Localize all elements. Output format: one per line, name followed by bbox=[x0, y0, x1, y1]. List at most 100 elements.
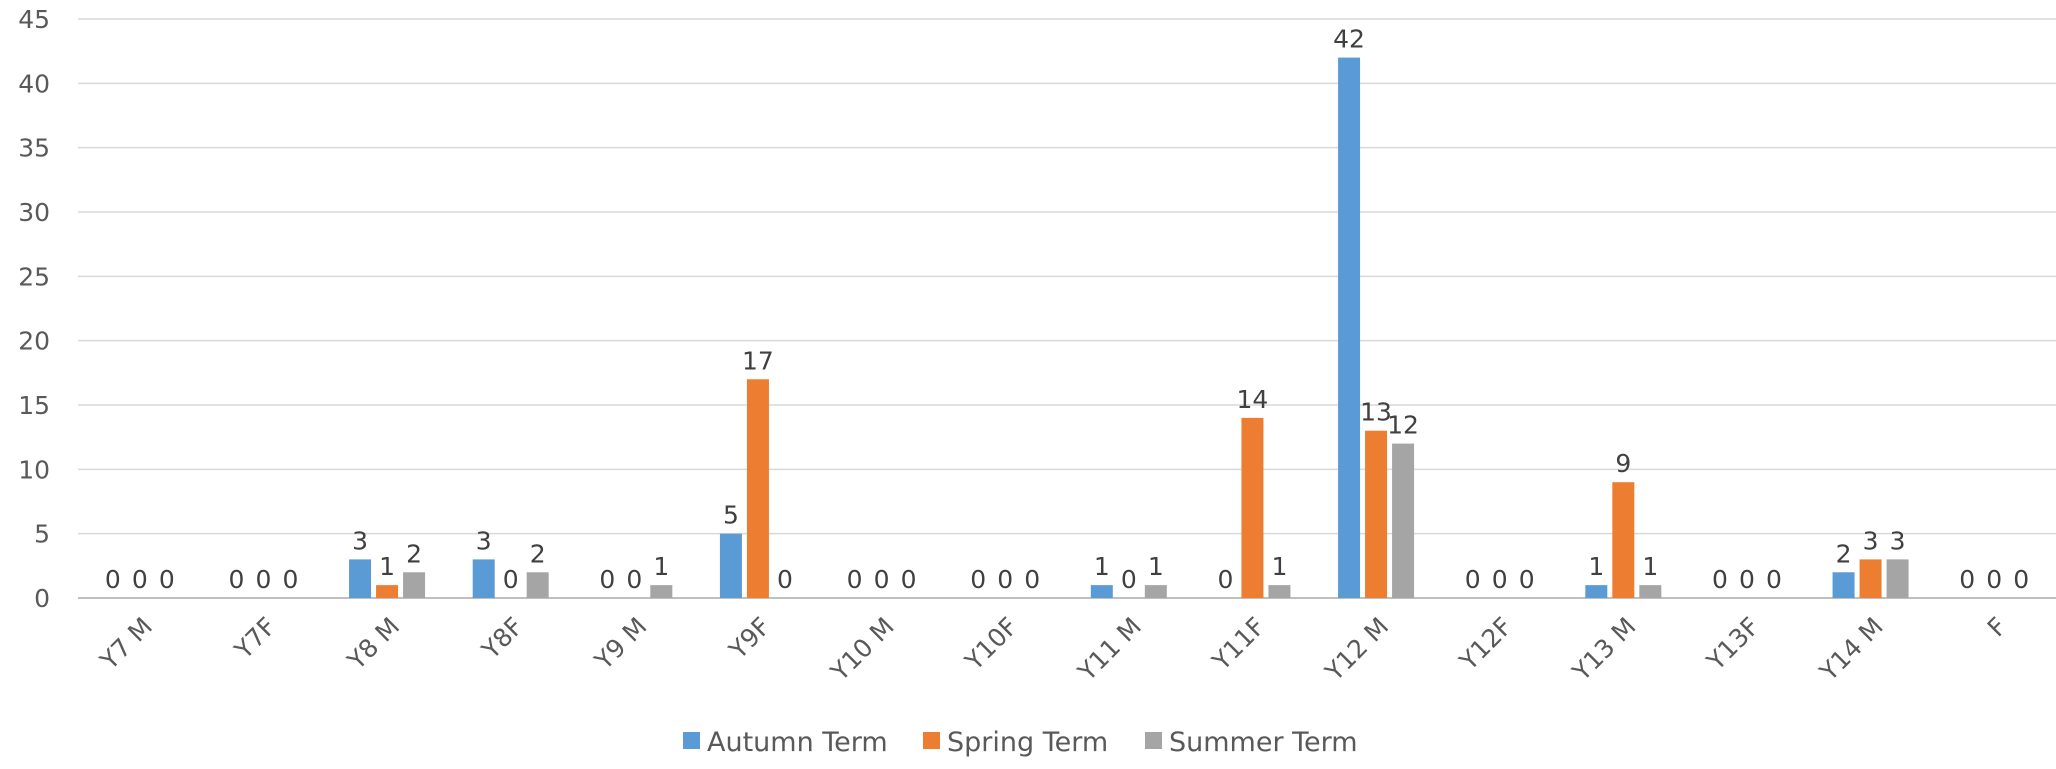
bar bbox=[349, 559, 372, 598]
data-label: 17 bbox=[742, 346, 774, 375]
x-tick-label: Y12F bbox=[1453, 612, 1518, 677]
data-label: 9 bbox=[1615, 449, 1631, 478]
y-axis-ticks: 0 5 10 15 20 25 30 35 40 45 bbox=[18, 5, 50, 613]
x-axis-ticks: Y7 M Y7F Y8 M Y8F Y9 M Y9F Y10 M Y10F Y11 M Y11F Y… bbox=[94, 612, 2013, 687]
data-label: 5 bbox=[723, 501, 739, 530]
data-label: 1 bbox=[1148, 552, 1164, 581]
data-label: 0 bbox=[159, 565, 175, 594]
data-label: 0 bbox=[599, 565, 615, 594]
bar bbox=[376, 585, 399, 598]
data-label: 1 bbox=[653, 552, 669, 581]
x-tick-label: Y9F bbox=[723, 612, 776, 665]
bar bbox=[403, 572, 426, 598]
data-label: 0 bbox=[1217, 565, 1233, 594]
bar bbox=[719, 533, 742, 598]
data-label: 14 bbox=[1237, 385, 1269, 414]
data-label: 0 bbox=[1739, 565, 1755, 594]
data-label: 3 bbox=[352, 526, 368, 555]
x-tick-label: Y7 M bbox=[94, 612, 158, 676]
bar bbox=[1832, 572, 1855, 598]
x-tick-label: Y10F bbox=[959, 612, 1024, 677]
data-label: 0 bbox=[105, 565, 121, 594]
x-tick-label: Y8 M bbox=[341, 612, 405, 676]
data-label: 0 bbox=[874, 565, 890, 594]
data-label: 2 bbox=[1836, 539, 1852, 568]
bar bbox=[1268, 585, 1291, 598]
bar bbox=[472, 559, 495, 598]
x-tick-label: Y12 M bbox=[1319, 612, 1394, 687]
data-label: 0 bbox=[777, 565, 793, 594]
bar bbox=[1241, 417, 1264, 598]
bar bbox=[1859, 559, 1882, 598]
data-label: 2 bbox=[530, 539, 546, 568]
data-label: 0 bbox=[1492, 565, 1508, 594]
data-label: 12 bbox=[1387, 411, 1419, 440]
y-tick-label: 0 bbox=[34, 584, 50, 613]
bar bbox=[1090, 585, 1113, 598]
x-tick-label: Y7F bbox=[228, 612, 281, 665]
data-label: 1 bbox=[1094, 552, 1110, 581]
data-label: 0 bbox=[997, 565, 1013, 594]
bar bbox=[1585, 585, 1608, 598]
data-label: 0 bbox=[255, 565, 271, 594]
y-tick-label: 35 bbox=[18, 134, 50, 163]
data-label: 0 bbox=[1712, 565, 1728, 594]
data-label: 0 bbox=[503, 565, 519, 594]
data-label: 1 bbox=[1642, 552, 1658, 581]
data-label: 1 bbox=[1588, 552, 1604, 581]
x-tick-label: Y13F bbox=[1701, 612, 1766, 677]
x-tick-label: F bbox=[1982, 612, 2013, 643]
x-tick-label: Y10 M bbox=[824, 612, 899, 687]
y-tick-label: 20 bbox=[18, 327, 50, 356]
data-label: 0 bbox=[626, 565, 642, 594]
data-label: 13 bbox=[1360, 398, 1392, 427]
y-tick-label: 30 bbox=[18, 198, 50, 227]
data-label: 0 bbox=[1766, 565, 1782, 594]
data-label: 2 bbox=[406, 539, 422, 568]
bar bbox=[650, 585, 673, 598]
x-tick-label: Y11 M bbox=[1072, 612, 1147, 687]
data-label: 3 bbox=[1863, 526, 1879, 555]
bar bbox=[1639, 585, 1662, 598]
data-label: 42 bbox=[1333, 25, 1365, 54]
y-tick-label: 40 bbox=[18, 69, 50, 98]
bar bbox=[1144, 585, 1167, 598]
bar bbox=[1392, 443, 1415, 598]
x-tick-label: Y14 M bbox=[1813, 612, 1888, 687]
bar bbox=[526, 572, 549, 598]
bar bbox=[1338, 57, 1361, 599]
x-tick-label: Y8F bbox=[475, 612, 528, 665]
data-label: 3 bbox=[1890, 526, 1906, 555]
data-label: 0 bbox=[847, 565, 863, 594]
data-label: 0 bbox=[901, 565, 917, 594]
data-label: 3 bbox=[476, 526, 492, 555]
y-tick-label: 15 bbox=[18, 391, 50, 420]
data-label: 0 bbox=[1465, 565, 1481, 594]
data-label: 0 bbox=[1024, 565, 1040, 594]
bar bbox=[1612, 482, 1635, 598]
x-tick-label: Y11F bbox=[1206, 612, 1271, 677]
y-tick-label: 10 bbox=[18, 455, 50, 484]
gridlines bbox=[78, 18, 2056, 599]
x-tick-label: Y9 M bbox=[588, 612, 652, 676]
y-tick-label: 5 bbox=[34, 520, 50, 549]
legend: Autumn Term Spring Term Summer Term bbox=[683, 727, 1358, 758]
data-label: 0 bbox=[1986, 565, 2002, 594]
data-label: 0 bbox=[1121, 565, 1137, 594]
bar bbox=[1365, 430, 1388, 598]
y-tick-label: 45 bbox=[18, 5, 50, 34]
data-label: 0 bbox=[1519, 565, 1535, 594]
data-label: 0 bbox=[1959, 565, 1975, 594]
bar bbox=[746, 379, 769, 598]
x-tick-label: Y13 M bbox=[1566, 612, 1641, 687]
legend-swatch bbox=[923, 732, 940, 749]
data-label: 0 bbox=[282, 565, 298, 594]
bars bbox=[349, 57, 1909, 599]
data-label: 1 bbox=[379, 552, 395, 581]
data-label: 0 bbox=[132, 565, 148, 594]
legend-label: Summer Term bbox=[1169, 727, 1358, 758]
bar bbox=[1886, 559, 1909, 598]
data-label: 0 bbox=[970, 565, 986, 594]
data-label: 0 bbox=[228, 565, 244, 594]
